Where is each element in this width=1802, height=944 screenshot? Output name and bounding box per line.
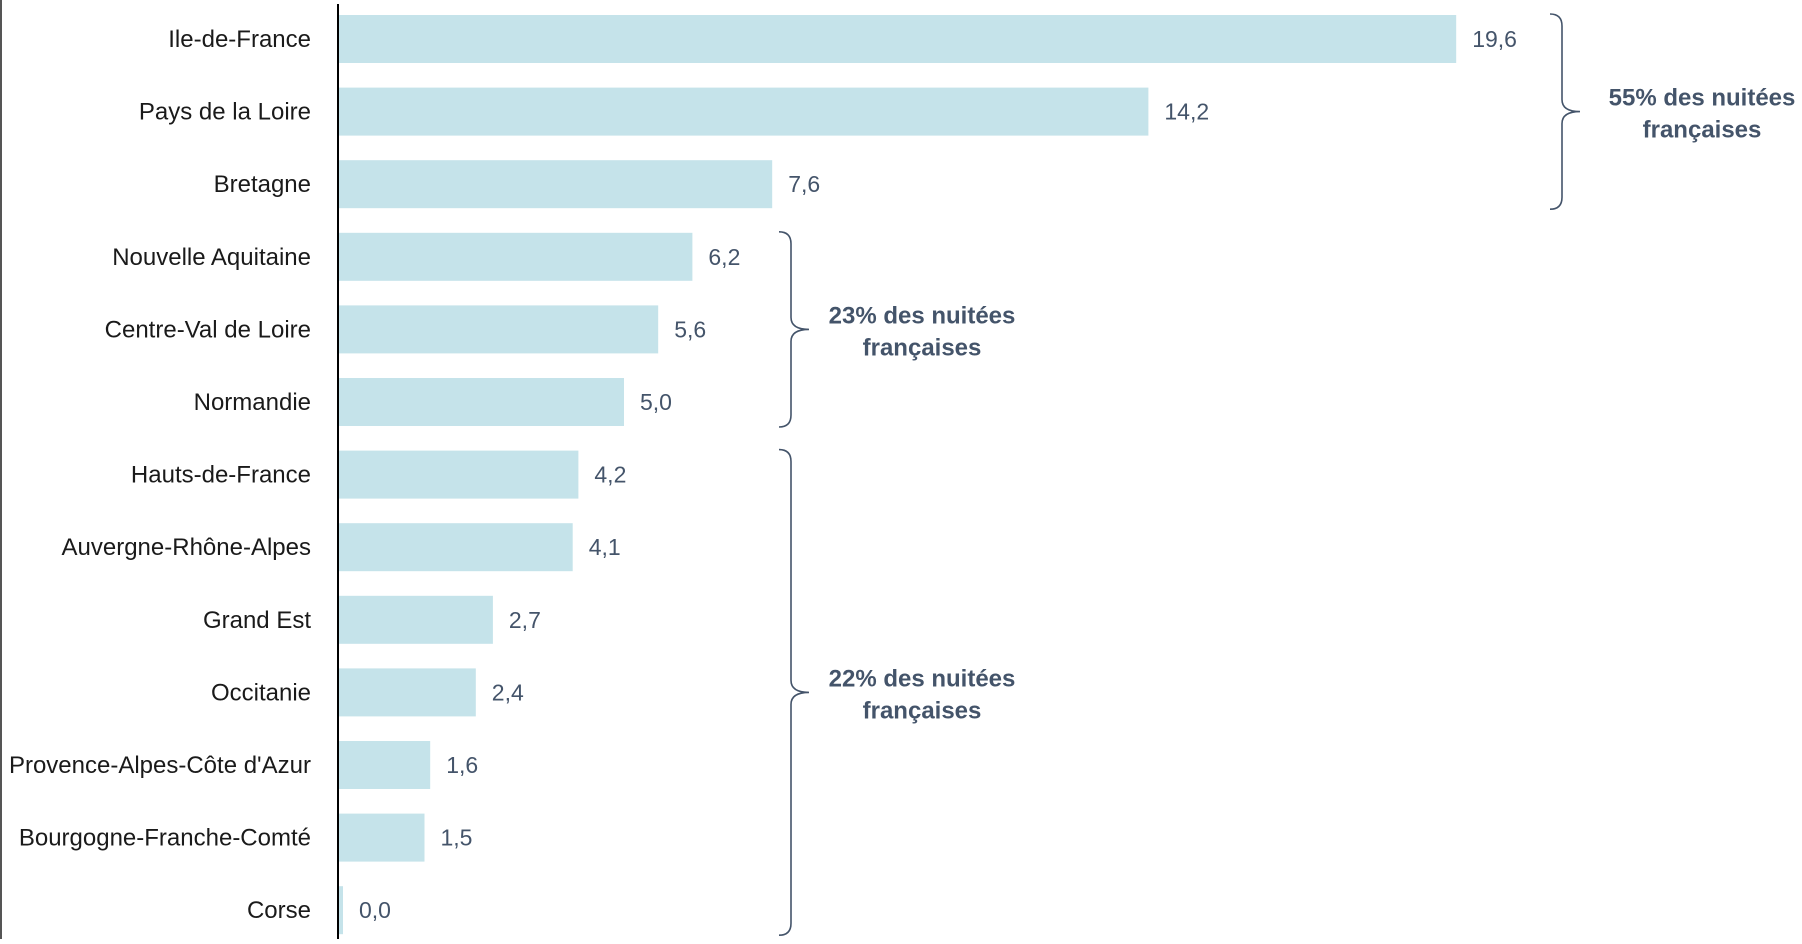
category-label: Bretagne bbox=[214, 171, 311, 198]
category-label: Auvergne-Rhône-Alpes bbox=[62, 534, 311, 561]
group-brace bbox=[778, 448, 810, 936]
category-label: Provence-Alpes-Côte d'Azur bbox=[9, 752, 311, 779]
group-annotation-line: 55% des nuitées bbox=[1609, 85, 1796, 112]
data-label: 1,6 bbox=[446, 752, 478, 778]
group-annotation: 23% des nuitées françaises bbox=[829, 302, 1016, 361]
category-label: Ile-de-France bbox=[168, 26, 311, 53]
bar[interactable] bbox=[339, 813, 425, 862]
group-annotation: 55% des nuitées françaises bbox=[1609, 85, 1796, 144]
group-annotation-line: françaises bbox=[1643, 117, 1762, 144]
group-annotation-line: 22% des nuitées bbox=[829, 665, 1016, 692]
bar[interactable] bbox=[339, 523, 573, 572]
category-label: Nouvelle Aquitaine bbox=[112, 244, 311, 271]
group-annotation-line: françaises bbox=[863, 334, 982, 361]
group-annotation-line: françaises bbox=[863, 697, 982, 724]
category-label: Centre-Val de Loire bbox=[105, 316, 311, 343]
data-label: 7,6 bbox=[788, 171, 820, 197]
bar[interactable] bbox=[339, 378, 624, 426]
bar[interactable] bbox=[339, 595, 493, 644]
data-label: 6,2 bbox=[708, 244, 740, 270]
group-annotation-line: 23% des nuitées bbox=[829, 302, 1016, 329]
category-label: Grand Est bbox=[203, 607, 311, 634]
group-brace bbox=[1549, 13, 1581, 210]
bar[interactable] bbox=[339, 15, 1457, 63]
category-label: Occitanie bbox=[211, 679, 311, 706]
data-label: 19,6 bbox=[1472, 26, 1517, 52]
bar[interactable] bbox=[339, 886, 343, 935]
category-label: Bourgogne-Franche-Comté bbox=[19, 825, 311, 852]
category-label: Pays de la Loire bbox=[139, 99, 311, 126]
bar[interactable] bbox=[339, 160, 773, 209]
data-label: 0,0 bbox=[359, 897, 391, 923]
data-label: 5,0 bbox=[640, 389, 672, 415]
bar[interactable] bbox=[339, 741, 431, 789]
bar[interactable] bbox=[339, 305, 659, 354]
data-label: 14,2 bbox=[1164, 99, 1209, 125]
bar[interactable] bbox=[339, 87, 1149, 136]
data-label: 2,4 bbox=[492, 679, 524, 705]
data-label: 1,5 bbox=[441, 825, 473, 851]
category-label: Normandie bbox=[194, 389, 311, 416]
bar[interactable] bbox=[339, 450, 579, 499]
data-label: 4,1 bbox=[589, 534, 621, 560]
data-label: 5,6 bbox=[674, 316, 706, 342]
category-label: Corse bbox=[247, 897, 311, 924]
data-label: 4,2 bbox=[594, 462, 626, 488]
group-annotation: 22% des nuitées françaises bbox=[829, 665, 1016, 724]
bar[interactable] bbox=[339, 668, 476, 717]
category-label: Hauts-de-France bbox=[131, 462, 311, 489]
group-brace bbox=[778, 231, 810, 428]
data-label: 2,7 bbox=[509, 607, 541, 633]
bar[interactable] bbox=[339, 232, 693, 281]
